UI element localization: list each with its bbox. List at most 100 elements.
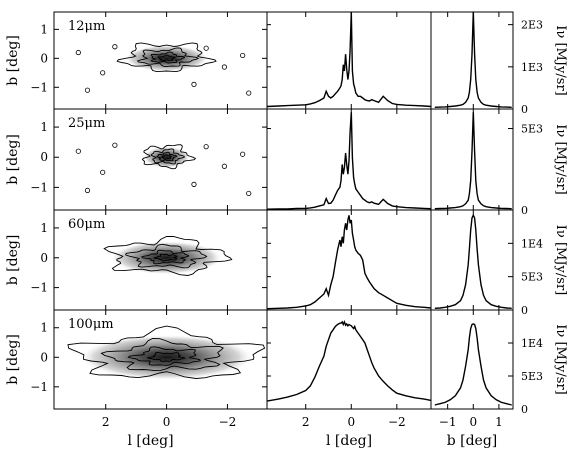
left-ylabel: b [deg]: [5, 134, 21, 185]
contour-level-3: [157, 54, 177, 62]
intensity-ytick-label: 0: [521, 403, 528, 416]
band-label: 12μm: [68, 19, 105, 34]
l-profile-line: [266, 11, 432, 108]
intensity-ytick-label: 0: [521, 304, 528, 317]
bprof-xtick-label: −1: [439, 415, 457, 429]
contour-level-1: [100, 338, 224, 372]
xlabel-l-profile: l [deg]: [326, 433, 372, 449]
b-profile-line: [434, 323, 512, 406]
band-label: 100μm: [68, 317, 114, 332]
contour-level-2: [127, 346, 201, 366]
point-source-3: [203, 144, 209, 150]
bprof-xtick-label: 1: [495, 415, 503, 429]
right-ylabel: Iν [MJy/sr]: [553, 225, 568, 295]
map-xtick-label: −2: [219, 415, 237, 429]
contour-level-2: [156, 151, 178, 162]
contour-level-3: [161, 154, 172, 160]
lprof-xtick-label: 2: [302, 415, 310, 429]
map-ytick-label: 1: [40, 321, 48, 335]
contour-level-2: [140, 249, 189, 265]
intensity-ytick-label: 1E4: [521, 337, 543, 350]
panel-grid: [53, 11, 514, 410]
contour-level-3: [146, 351, 187, 362]
l-profile-frame: [266, 209, 432, 311]
contour-level-0: [67, 325, 266, 379]
point-source-2: [112, 44, 118, 50]
point-source-4: [221, 64, 227, 70]
point-source-6: [84, 87, 91, 93]
xlabel-b-profile: b [deg]: [447, 433, 498, 449]
contour-level-3: [152, 253, 178, 262]
point-source-2: [112, 142, 118, 148]
l-profile-panel-2: [266, 209, 432, 311]
map-panel-1: [53, 108, 268, 211]
b-profile-frame: [430, 209, 514, 311]
l-profile-panel-1: [266, 108, 432, 211]
l-profile-panel-3: [266, 309, 432, 410]
map-xtick-label: 0: [163, 415, 171, 429]
contour-level-0: [116, 42, 217, 73]
right-ylabel: Iν [MJy/sr]: [553, 324, 568, 394]
map-ytick-label: −1: [30, 80, 48, 94]
point-source-0: [75, 148, 81, 154]
b-profile-frame: [430, 309, 514, 410]
intensity-ytick-label: 1E3: [521, 61, 543, 74]
contour-level-1: [136, 47, 200, 68]
emission-image: [81, 335, 252, 380]
map-ytick-label: −1: [30, 281, 48, 295]
map-ytick-label: −1: [30, 380, 48, 394]
intensity-ytick-label: 5E3: [521, 370, 543, 383]
point-source-6: [84, 187, 91, 194]
point-source-7: [191, 81, 197, 87]
intensity-ytick-label: 2E3: [521, 19, 543, 32]
l-profile-frame: [266, 309, 432, 410]
bprof-xtick-label: 0: [469, 415, 477, 429]
band-label: 60μm: [68, 217, 105, 232]
intensity-ytick-label: 5E3: [521, 271, 543, 284]
b-profile-panel-0: [430, 11, 514, 110]
contour-level-1: [125, 243, 208, 269]
left-ylabel: b [deg]: [5, 35, 21, 86]
emission-image: [111, 241, 222, 275]
lprof-xtick-label: −2: [388, 415, 406, 429]
map-panel-0: [53, 11, 268, 110]
point-source-0: [75, 49, 81, 56]
b-profile-panel-3: [430, 309, 514, 410]
point-source-8: [240, 151, 246, 157]
b-profile-line: [434, 213, 512, 309]
point-source-1: [100, 169, 106, 175]
emission-image: [125, 45, 208, 72]
point-source-5: [246, 190, 252, 197]
intensity-ytick-label: 0: [521, 103, 528, 116]
map-panel-3: [53, 309, 268, 410]
map-ytick-label: 0: [40, 350, 48, 364]
point-source-1: [100, 70, 106, 76]
intensity-ytick-label: 5E3: [521, 123, 543, 136]
right-ylabel: Iν [MJy/sr]: [553, 25, 568, 95]
point-source-8: [240, 52, 246, 59]
intensity-ytick-label: 0: [521, 204, 528, 217]
band-label: 25μm: [68, 116, 105, 131]
right-ylabel: Iν [MJy/sr]: [553, 124, 568, 194]
b-profile-panel-2: [430, 209, 514, 311]
map-ytick-label: 1: [40, 221, 48, 235]
b-profile-panel-1: [430, 108, 514, 211]
l-profile-panel-0: [266, 11, 432, 110]
point-source-7: [191, 181, 197, 187]
map-xtick-label: 2: [102, 415, 110, 429]
lprof-xtick-label: 0: [347, 415, 355, 429]
map-ytick-label: 0: [40, 51, 48, 65]
contour-level-0: [103, 235, 233, 276]
axis-labels: 1 0 −1 12μm b [deg] 0 1E3 2E3 Iν [MJy/sr] 1 0 −1 25μ…: [5, 19, 568, 449]
l-profile-line: [266, 215, 432, 310]
l-profile-line: [266, 112, 432, 210]
intensity-ytick-label: 1E4: [521, 237, 543, 250]
point-source-3: [203, 45, 209, 51]
point-source-4: [221, 163, 227, 169]
map-ytick-label: −1: [30, 180, 48, 194]
map-ytick-label: 0: [40, 251, 48, 265]
left-ylabel: b [deg]: [5, 235, 21, 286]
contour-level-0: [141, 144, 197, 170]
left-ylabel: b [deg]: [5, 334, 21, 385]
